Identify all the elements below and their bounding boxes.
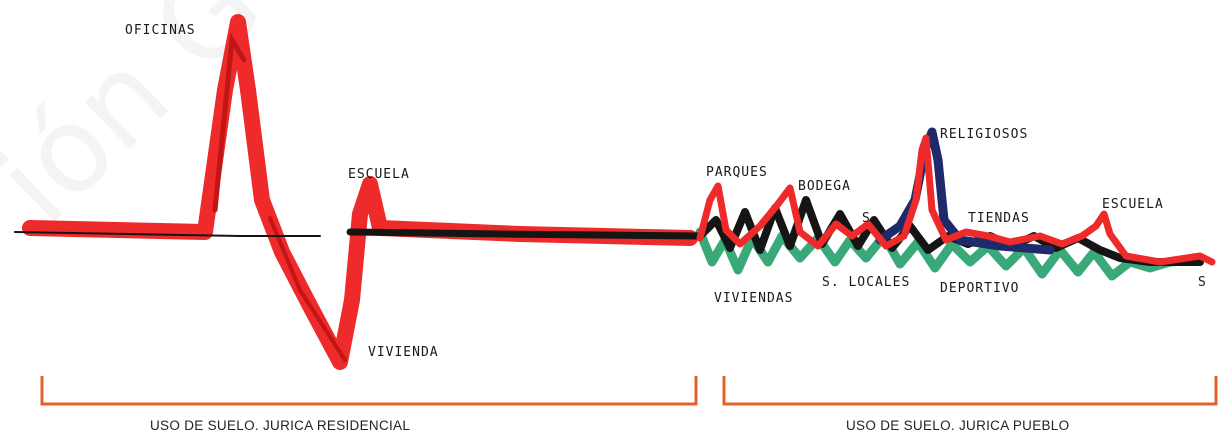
- label-deportivo: DEPORTIVO: [940, 281, 1019, 296]
- bracket-residencial: [40, 376, 698, 406]
- label-escuela-left: ESCUELA: [348, 167, 410, 182]
- green-trace: [695, 227, 1205, 281]
- label-oficinas: OFICINAS: [125, 23, 196, 38]
- label-s-locales: S. LOCALES: [822, 275, 910, 290]
- red-trace-right: [696, 134, 1216, 266]
- caption-pueblo: USO DE SUELO. JURICA PUEBLO: [846, 418, 1070, 433]
- label-s-mark-1: S: [862, 211, 871, 226]
- label-parques: PARQUES: [706, 165, 768, 180]
- red-trace-left: [14, 14, 698, 370]
- label-bodega: BODEGA: [798, 179, 851, 194]
- bracket-pueblo: [722, 376, 1218, 406]
- label-tiendas: TIENDAS: [968, 211, 1030, 226]
- label-viviendas: VIVIENDAS: [714, 291, 793, 306]
- navy-trace: [875, 127, 1055, 255]
- label-s-mark-2: S: [1198, 275, 1207, 290]
- label-religiosos: RELIGIOSOS: [940, 127, 1028, 142]
- label-vivienda: VIVIENDA: [368, 345, 439, 360]
- caption-residencial: USO DE SUELO. JURICA RESIDENCIAL: [150, 418, 411, 433]
- label-escuela-right: ESCUELA: [1102, 197, 1164, 212]
